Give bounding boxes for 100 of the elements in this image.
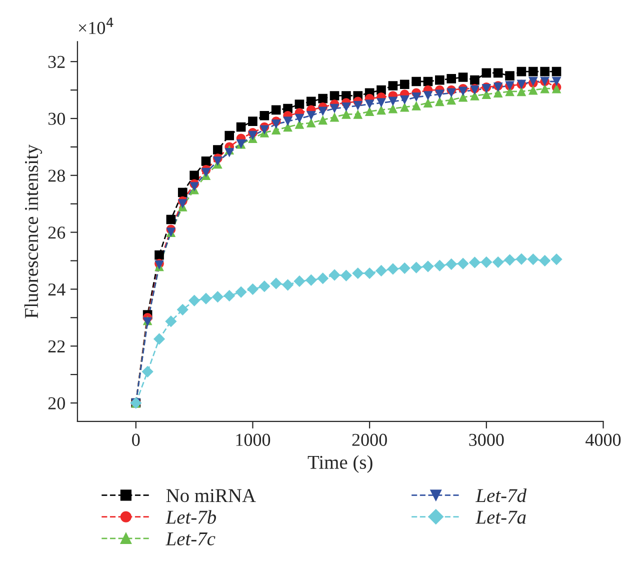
- point: [353, 110, 363, 119]
- point: [446, 74, 456, 84]
- point: [458, 72, 468, 82]
- legend-label: Let-7b: [166, 510, 216, 524]
- point: [328, 269, 340, 281]
- point: [540, 66, 550, 76]
- point: [552, 66, 562, 76]
- point: [166, 214, 176, 224]
- point: [552, 76, 562, 86]
- point: [142, 366, 154, 378]
- point: [213, 145, 222, 154]
- point: [176, 304, 188, 316]
- point: [505, 71, 514, 80]
- x-axis-title: Time (s): [308, 455, 372, 473]
- point: [388, 104, 398, 114]
- point: [213, 156, 222, 166]
- point: [480, 256, 492, 268]
- point: [470, 75, 480, 85]
- point: [153, 333, 166, 345]
- point: [516, 66, 526, 76]
- point: [154, 250, 164, 260]
- point: [178, 188, 188, 198]
- text: ×10$^{4}$: [78, 18, 114, 34]
- point: [294, 100, 304, 109]
- point: [539, 254, 551, 267]
- point: [423, 76, 433, 86]
- point: [412, 92, 421, 102]
- y-tick-label: 26: [48, 226, 66, 239]
- point: [387, 263, 399, 275]
- point: [493, 68, 503, 78]
- x-tick-label: 1000: [236, 434, 270, 446]
- point: [342, 110, 351, 119]
- point: [201, 156, 211, 166]
- point: [364, 267, 376, 280]
- x-tick-label: 4000: [586, 434, 621, 446]
- point: [400, 80, 410, 90]
- point: [400, 102, 410, 112]
- point: [527, 254, 539, 266]
- y-tick-label: 28: [48, 170, 65, 182]
- point: [318, 115, 328, 125]
- point: [248, 130, 258, 140]
- point: [468, 256, 481, 268]
- point: [492, 256, 504, 268]
- point: [260, 125, 270, 135]
- y-tick-label: 32: [48, 56, 65, 68]
- point: [412, 76, 421, 86]
- point: [246, 283, 259, 295]
- point: [340, 270, 352, 282]
- y-tick-label: 30: [48, 112, 65, 125]
- point: [224, 290, 236, 302]
- point: [294, 275, 306, 288]
- point: [330, 91, 340, 100]
- point: [528, 85, 538, 95]
- point: [446, 95, 456, 105]
- point: [364, 100, 374, 109]
- point: [318, 94, 328, 104]
- legend-label: Let-7d: [476, 488, 527, 502]
- point: [306, 110, 316, 120]
- point: [516, 86, 526, 96]
- point: [282, 279, 294, 291]
- point: [540, 84, 550, 94]
- point: [190, 170, 199, 180]
- point: [353, 101, 363, 110]
- x-tick-label: 0: [132, 434, 140, 446]
- x-tick-label: 2000: [352, 434, 387, 446]
- point: [188, 294, 200, 306]
- y-axis-title: Fluorescence intensity: [24, 144, 42, 318]
- point: [376, 105, 386, 115]
- point: [352, 267, 364, 280]
- point: [212, 291, 224, 303]
- point: [504, 254, 516, 266]
- x-tick-label: 3000: [469, 434, 504, 446]
- point: [306, 118, 316, 128]
- point: [423, 91, 433, 100]
- y-tick-label: 24: [48, 283, 66, 296]
- point: [294, 114, 304, 124]
- point: [375, 264, 388, 276]
- point: [435, 90, 444, 99]
- point: [283, 116, 292, 126]
- point: [178, 199, 188, 208]
- point: [260, 110, 270, 120]
- point: [235, 286, 247, 298]
- legend-label: Let-7a: [476, 510, 526, 524]
- point: [458, 86, 468, 96]
- legend-label: Let-7c: [166, 532, 216, 546]
- point: [224, 130, 234, 140]
- point: [435, 75, 444, 85]
- point: [330, 104, 340, 114]
- point: [482, 68, 492, 78]
- point: [528, 66, 538, 76]
- point: [410, 262, 422, 274]
- point: [317, 272, 329, 284]
- point: [248, 116, 258, 126]
- point: [434, 260, 446, 272]
- point: [398, 262, 410, 274]
- point: [423, 98, 433, 108]
- point: [446, 258, 458, 270]
- point: [435, 96, 444, 106]
- point: [200, 292, 212, 304]
- point: [271, 120, 281, 129]
